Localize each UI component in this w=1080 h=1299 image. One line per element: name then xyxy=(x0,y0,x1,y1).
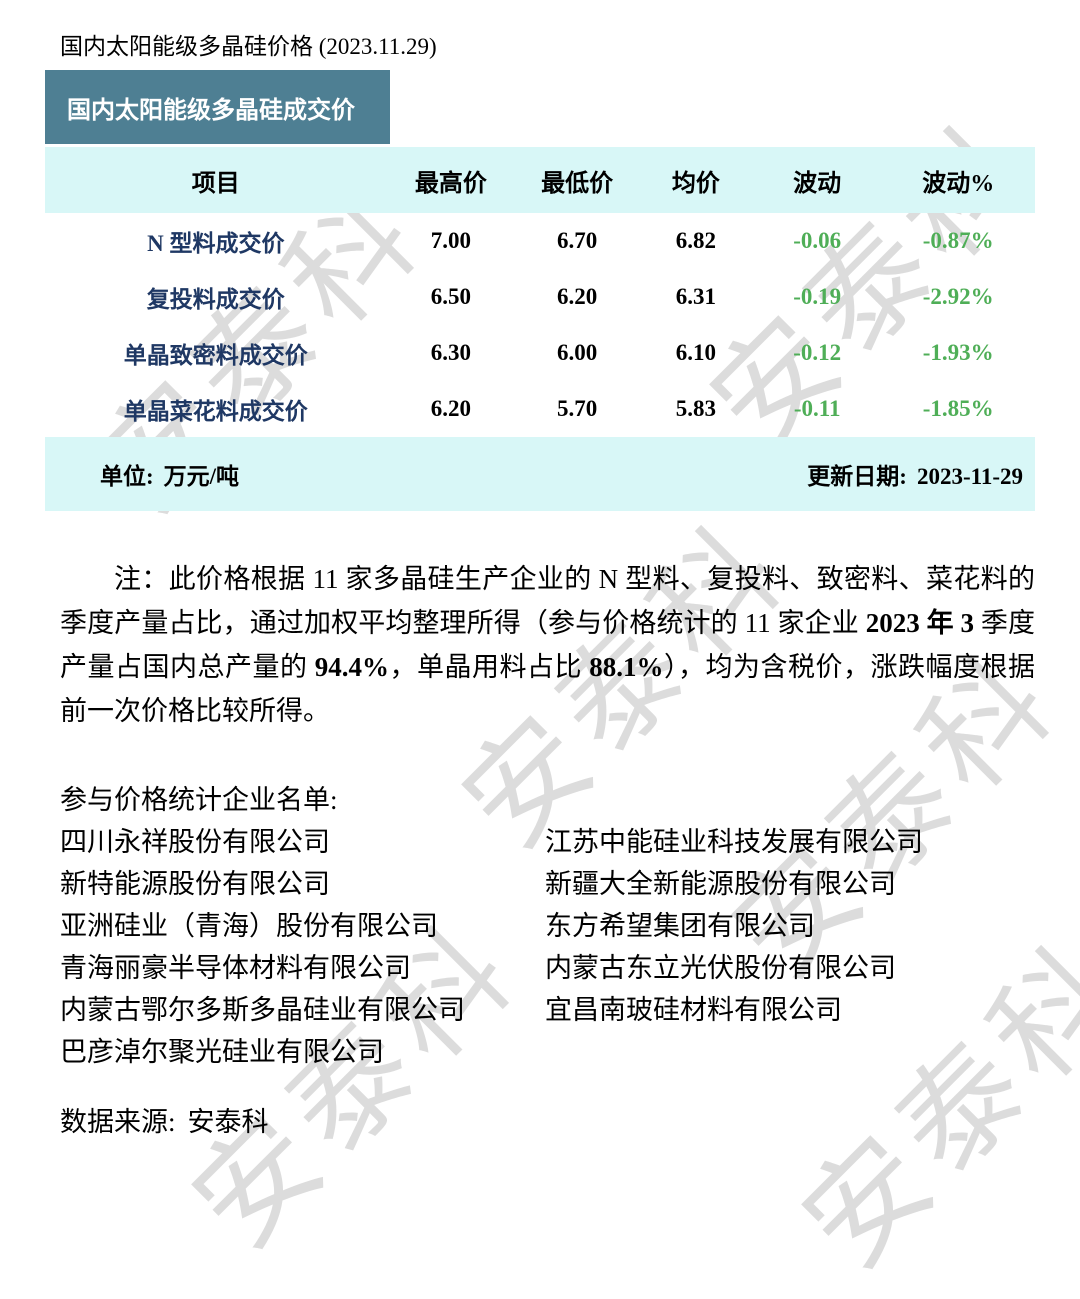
unit-info: 单位: 万元/吨 xyxy=(100,457,239,491)
high-cell: 6.20 xyxy=(430,396,472,421)
companies-grid: 四川永祥股份有限公司 新特能源股份有限公司 亚洲硅业（青海）股份有限公司 青海丽… xyxy=(60,821,1035,1073)
table-title-banner: 国内太阳能级多晶硅成交价 xyxy=(45,70,390,144)
column-header-high: 最高价 xyxy=(414,170,487,197)
item-cell: 单晶菜花料成交价 xyxy=(123,399,308,424)
note-bold-stat: 94.4% xyxy=(314,652,389,682)
company-name: 四川永祥股份有限公司 xyxy=(60,827,330,857)
note-text: 注：此价格根据 11 家多晶硅生产企业的 N 型料、复投料、致密料、菜花料的季度… xyxy=(60,564,1035,638)
company-name: 青海丽豪半导体材料有限公司 xyxy=(60,953,411,983)
change-cell: -0.19 xyxy=(793,284,842,309)
companies-section: 参与价格统计企业名单: 四川永祥股份有限公司 新特能源股份有限公司 亚洲硅业（青… xyxy=(60,779,1035,1073)
update-date-value: 2023-11-29 xyxy=(916,464,1023,489)
company-name: 内蒙古东立光伏股份有限公司 xyxy=(545,953,896,983)
data-source-value: 安泰科 xyxy=(187,1107,269,1137)
data-source-line: 数据来源: 安泰科 xyxy=(60,1101,1035,1143)
item-cell: 单晶致密料成交价 xyxy=(123,343,308,368)
price-table: 项目 最高价 最低价 均价 波动 波动% N 型料成交价 7.00 6.70 6… xyxy=(45,147,1035,511)
high-cell: 6.50 xyxy=(430,284,472,309)
page-title: 国内太阳能级多晶硅价格 (2023.11.29) xyxy=(60,34,437,59)
change-pct-cell: -1.85% xyxy=(922,396,994,421)
table-footer-row: 单位: 万元/吨 更新日期: 2023-11-29 xyxy=(45,437,1035,511)
table-row: N 型料成交价 7.00 6.70 6.82 -0.06 -0.87% xyxy=(45,213,1035,269)
update-date-label: 更新日期: xyxy=(807,464,907,489)
company-name: 巴彦淖尔聚光硅业有限公司 xyxy=(60,1037,384,1067)
note-paragraph: 注：此价格根据 11 家多晶硅生产企业的 N 型料、复投料、致密料、菜花料的季度… xyxy=(60,557,1035,733)
avg-cell: 5.83 xyxy=(675,396,717,421)
company-name: 宜昌南玻硅材料有限公司 xyxy=(545,995,842,1025)
companies-left-column: 四川永祥股份有限公司 新特能源股份有限公司 亚洲硅业（青海）股份有限公司 青海丽… xyxy=(60,821,545,1073)
company-name: 东方希望集团有限公司 xyxy=(545,911,815,941)
companies-heading: 参与价格统计企业名单: xyxy=(60,785,338,815)
avg-cell: 6.31 xyxy=(675,284,717,309)
note-text: ，单晶用料占比 xyxy=(389,652,590,682)
unit-label: 单位: xyxy=(100,464,154,489)
change-pct-cell: -2.92% xyxy=(922,284,994,309)
column-header-avg: 均价 xyxy=(671,170,720,197)
table-row: 单晶致密料成交价 6.30 6.00 6.10 -0.12 -1.93% xyxy=(45,325,1035,381)
low-cell: 6.70 xyxy=(556,228,598,253)
company-name: 江苏中能硅业科技发展有限公司 xyxy=(545,827,923,857)
change-pct-cell: -1.93% xyxy=(922,340,994,365)
company-name: 内蒙古鄂尔多斯多晶硅业有限公司 xyxy=(60,995,465,1025)
low-cell: 6.00 xyxy=(556,340,598,365)
note-bold-stat: 2023 年 3 xyxy=(865,608,981,638)
report-page: 国内太阳能级多晶硅价格 (2023.11.29) 国内太阳能级多晶硅成交价 项目… xyxy=(45,34,1035,1143)
column-header-change: 波动 xyxy=(793,170,842,197)
avg-cell: 6.82 xyxy=(675,228,717,253)
low-cell: 6.20 xyxy=(556,284,598,309)
table-header-row: 项目 最高价 最低价 均价 波动 波动% xyxy=(45,147,1035,213)
change-cell: -0.11 xyxy=(793,396,841,421)
low-cell: 5.70 xyxy=(556,396,598,421)
change-cell: -0.12 xyxy=(793,340,842,365)
high-cell: 7.00 xyxy=(430,228,472,253)
avg-cell: 6.10 xyxy=(675,340,717,365)
column-header-item: 项目 xyxy=(191,170,240,197)
item-cell: 复投料成交价 xyxy=(146,287,285,312)
column-header-change-pct: 波动% xyxy=(922,170,995,197)
companies-right-column: 江苏中能硅业科技发展有限公司 新疆大全新能源股份有限公司 东方希望集团有限公司 … xyxy=(545,821,1035,1073)
table-row: 单晶菜花料成交价 6.20 5.70 5.83 -0.11 -1.85% xyxy=(45,381,1035,437)
company-name: 新疆大全新能源股份有限公司 xyxy=(545,869,896,899)
company-name: 亚洲硅业（青海）股份有限公司 xyxy=(60,911,438,941)
table-row: 复投料成交价 6.50 6.20 6.31 -0.19 -2.92% xyxy=(45,269,1035,325)
company-name: 新特能源股份有限公司 xyxy=(60,869,330,899)
note-bold-stat: 88.1% xyxy=(589,652,664,682)
unit-value: 万元/吨 xyxy=(163,464,240,489)
note-text: ），均为含税价，涨跌幅度根据前一次价格比较所得。 xyxy=(60,652,1035,726)
note-text: 季度产量占国内总产量的 xyxy=(60,608,1036,682)
change-pct-cell: -0.87% xyxy=(922,228,994,253)
column-header-low: 最低价 xyxy=(541,170,614,197)
data-source-label: 数据来源: xyxy=(60,1107,176,1137)
item-cell: N 型料成交价 xyxy=(147,231,285,256)
change-cell: -0.06 xyxy=(793,228,842,253)
update-info: 更新日期: 2023-11-29 xyxy=(807,457,1023,491)
high-cell: 6.30 xyxy=(430,340,472,365)
